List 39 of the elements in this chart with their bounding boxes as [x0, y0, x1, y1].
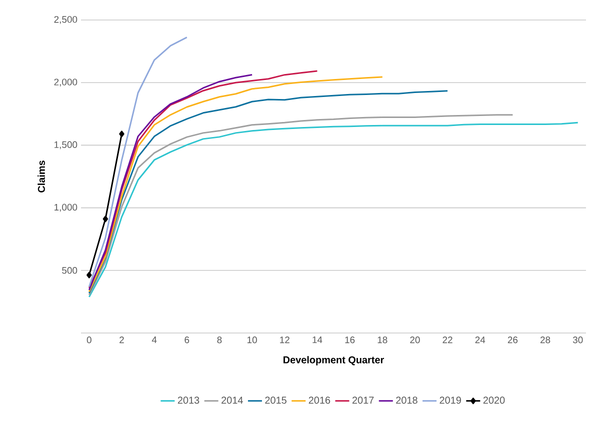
- line-series: [88, 74, 253, 291]
- line-series: [88, 36, 188, 288]
- point: [102, 216, 108, 222]
- point: [86, 272, 92, 278]
- line-series: [88, 90, 448, 294]
- x-tick-label: 22: [442, 336, 452, 344]
- x-tick-label: 24: [475, 336, 486, 344]
- legend-label: 2017: [352, 396, 374, 404]
- x-tick-label: 18: [378, 336, 388, 344]
- x-tick-label: 6: [184, 336, 190, 344]
- x-tick-label: 8: [217, 336, 222, 344]
- point: [119, 130, 124, 138]
- line-series: [88, 76, 384, 292]
- x-tick-label: 26: [508, 336, 518, 344]
- x-tick-label: 14: [312, 336, 322, 344]
- x-tick-label: 2: [120, 336, 124, 344]
- legend-label: 2020: [483, 396, 505, 404]
- x-tick-label: 10: [248, 336, 257, 344]
- legend-label: 2016: [308, 396, 330, 404]
- x-tick-label: 30: [572, 336, 583, 344]
- y-tick-label: 1,500: [54, 141, 78, 150]
- x-tick-label: 4: [152, 336, 157, 344]
- legend-label: 2019: [440, 396, 461, 404]
- y-tick-label: 1,000: [54, 204, 78, 212]
- x-tick-label: 12: [280, 336, 290, 344]
- legend-label: 2018: [396, 396, 418, 404]
- y-tick-label: 500: [62, 267, 78, 274]
- x-tick-label: 16: [345, 336, 355, 344]
- y-tick-label: 2,000: [54, 78, 78, 87]
- legend-label: 2014: [222, 396, 243, 404]
- y-axis-title: Claims: [38, 160, 45, 192]
- line-series: [88, 70, 318, 289]
- x-tick-label: 20: [410, 336, 420, 344]
- x-tick-label: 0: [86, 336, 92, 344]
- x-axis-title: Development Quarter: [284, 356, 384, 366]
- y-tick-label: 2,500: [54, 16, 78, 24]
- legend-label: 2013: [178, 396, 200, 404]
- legend-label: 2015: [265, 396, 286, 404]
- x-tick-label: 28: [540, 336, 550, 344]
